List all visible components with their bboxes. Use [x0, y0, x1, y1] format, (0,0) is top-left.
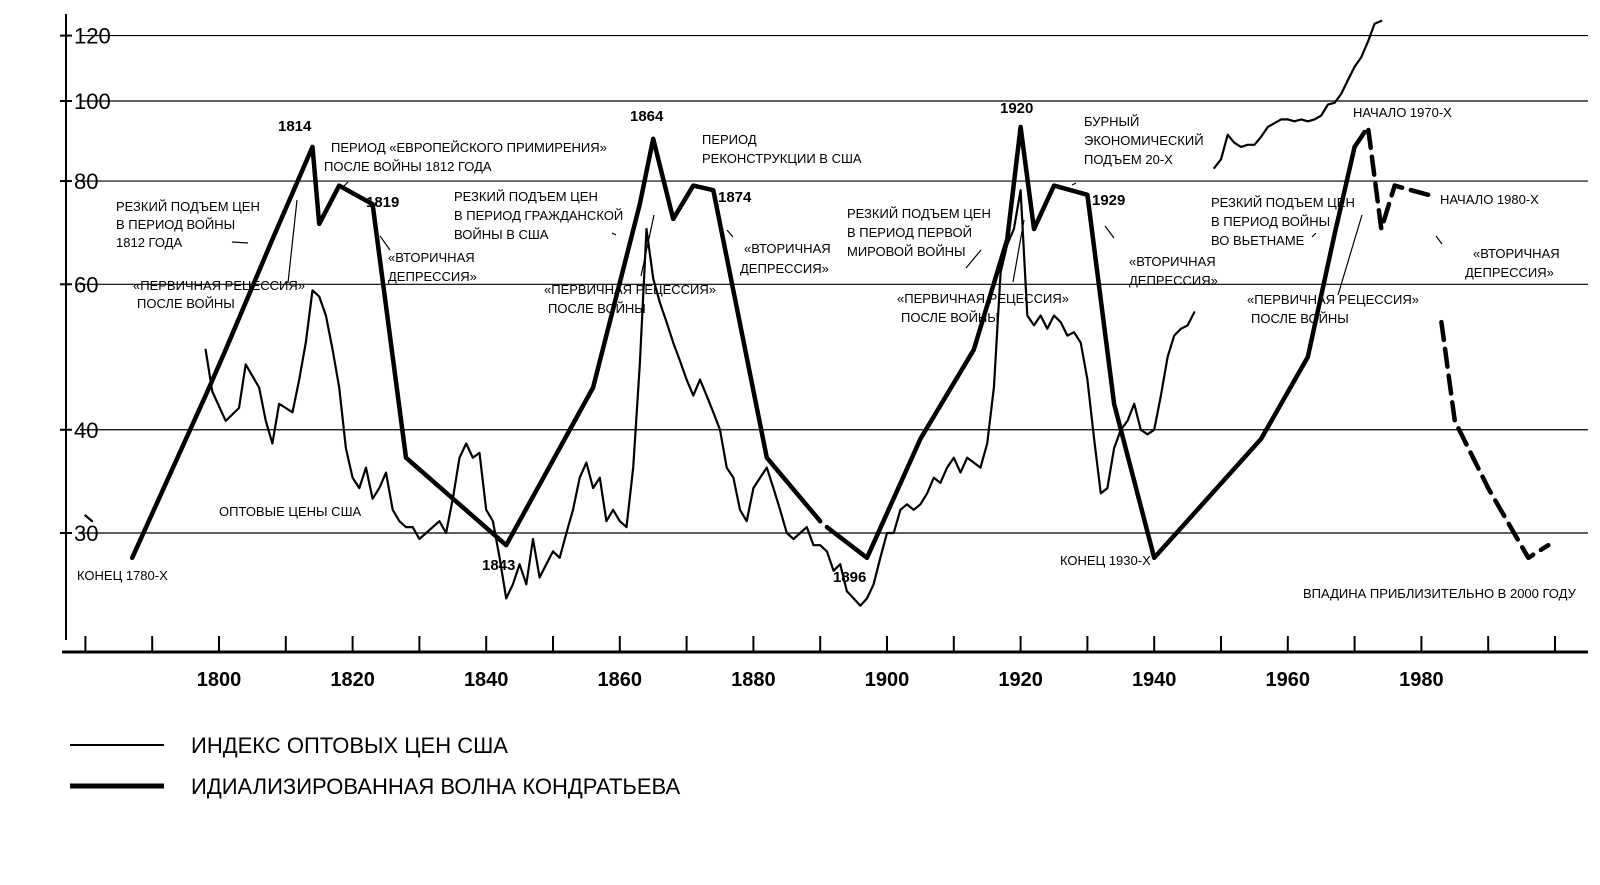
x-tick-label-1920: 1920 — [998, 669, 1043, 691]
annotation-ww1-line2: В ПЕРИОД ПЕРВОЙ — [847, 225, 972, 240]
y-tick-label-100: 100 — [74, 89, 111, 114]
wholesale-price-index-series — [84, 19, 1383, 607]
x-axis: 1800 1820 1840 1860 1880 1900 1920 1940 1960 1980 — [62, 636, 1588, 691]
annotation-arrow-2 — [287, 199, 298, 284]
label-1843: 1843 — [482, 557, 515, 574]
label-1874: 1874 — [718, 189, 752, 206]
annotation-secondary-4-line1: «ВТОРИЧНАЯ — [1473, 246, 1560, 261]
annotation-arrow-6 — [640, 214, 655, 277]
annotation-ww1-line1: РЕЗКИЙ ПОДЪЕМ ЦЕН — [847, 206, 991, 221]
x-tick-label-1940: 1940 — [1132, 669, 1177, 691]
label-1864: 1864 — [630, 108, 664, 125]
annotation-ww1-line3: МИРОВОЙ ВОЙНЫ — [847, 244, 966, 259]
kondratiev-wave-segment-4 — [1439, 319, 1551, 561]
y-tick-label-30: 30 — [74, 521, 98, 546]
annotation-secondary-1-line1: «ВТОРИЧНАЯ — [388, 250, 475, 265]
annotation-vietnam-line1: РЕЗКИЙ ПОДЪЕМ ЦЕН — [1211, 195, 1355, 210]
label-1814: 1814 — [278, 118, 312, 135]
annotation-recession-4-line1: «ПЕРВИЧНАЯ РЕЦЕССИЯ» — [1247, 292, 1419, 307]
annotation-boom-20s-line2: ЭКОНОМИЧЕСКИЙ — [1084, 133, 1204, 148]
annotation-recession-3-line1: «ПЕРВИЧНАЯ РЕЦЕССИЯ» — [897, 291, 1069, 306]
kondratiev-wave-segment-2 — [824, 124, 1357, 561]
y-tick-label-80: 80 — [74, 169, 98, 194]
annotation-secondary-4-line2: ДЕПРЕССИЯ» — [1465, 265, 1554, 280]
annotation-start-1980s: НАЧАЛО 1980-Х — [1440, 192, 1539, 207]
kondratiev-wave-segment-3 — [1352, 124, 1431, 232]
legend-label-wholesale-index: ИНДЕКС ОПТОВЫХ ЦЕН США — [191, 733, 508, 758]
annotation-secondary-2-line1: «ВТОРИЧНАЯ — [744, 241, 831, 256]
annotation-arrow-11 — [1104, 225, 1115, 239]
annotation-recession-4-line2: ПОСЛЕ ВОЙНЫ — [1251, 311, 1349, 326]
x-tick-label-1900: 1900 — [865, 669, 910, 691]
annotation-war-1812-line1: РЕЗКИЙ ПОДЪЕМ ЦЕН — [116, 199, 260, 214]
annotation-civil-war-line3: ВОЙНЫ В США — [454, 227, 549, 242]
legend: ИНДЕКС ОПТОВЫХ ЦЕН США ИДИАЛИЗИРОВАННАЯ … — [70, 733, 680, 799]
label-1819: 1819 — [366, 194, 399, 211]
annotation-arrows — [231, 181, 1443, 296]
annotation-secondary-3-line1: «ВТОРИЧНАЯ — [1129, 254, 1216, 269]
annotation-reconstruction-line2: РЕКОНСТРУКЦИИ В США — [702, 151, 862, 166]
annotation-recession-2-line1: «ПЕРВИЧНАЯ РЕЦЕССИЯ» — [544, 282, 716, 297]
annotation-recession-1-line2: ПОСЛЕ ВОЙНЫ — [137, 296, 235, 311]
x-tick-label-1960: 1960 — [1266, 669, 1311, 691]
annotation-arrow-13 — [1337, 214, 1363, 296]
annotation-start-1970s: НАЧАЛО 1970-Х — [1353, 105, 1452, 120]
y-tick-label-120: 120 — [74, 24, 111, 49]
x-tick-label-1800: 1800 — [197, 669, 242, 691]
annotation-arrow-3 — [343, 181, 349, 187]
annotation-boom-20s-line3: ПОДЪЕМ 20-Х — [1084, 152, 1173, 167]
annotation-recession-2-line2: ПОСЛЕ ВОЙНЫ — [548, 301, 646, 316]
annotation-european-line1: ПЕРИОД «ЕВРОПЕЙСКОГО ПРИМИРЕНИЯ» — [331, 140, 607, 155]
annotation-end-1930s: КОНЕЦ 1930-Х — [1060, 553, 1151, 568]
x-tick-label-1820: 1820 — [330, 669, 375, 691]
x-tick-label-1860: 1860 — [598, 669, 643, 691]
annotation-arrow-5 — [611, 232, 617, 236]
annotation-arrow-10 — [1071, 182, 1077, 186]
annotation-end-1780s: КОНЕЦ 1780-Х — [77, 568, 168, 583]
annotation-vietnam-line3: ВО ВЬЕТНАМЕ — [1211, 233, 1305, 248]
label-1896: 1896 — [833, 569, 866, 586]
legend-label-kondratiev-wave: ИДИАЛИЗИРОВАННАЯ ВОЛНА КОНДРАТЬЕВА — [191, 774, 680, 799]
y-axis: 120 100 80 60 40 30 — [60, 14, 111, 640]
annotations: 1814 1819 1843 1864 1874 1896 1920 1929 … — [77, 100, 1577, 601]
x-tick-label-1880: 1880 — [731, 669, 776, 691]
annotation-secondary-1-line2: ДЕПРЕССИЯ» — [388, 269, 477, 284]
annotation-european-line2: ПОСЛЕ ВОЙНЫ 1812 ГОДА — [324, 159, 492, 174]
annotation-arrow-7 — [726, 229, 734, 238]
annotation-civil-war-line2: В ПЕРИОД ГРАЖДАНСКОЙ — [454, 208, 623, 223]
label-1920: 1920 — [1000, 100, 1033, 117]
y-tick-label-60: 60 — [74, 272, 98, 297]
annotation-secondary-3-line2: ДЕПРЕССИЯ» — [1129, 273, 1218, 288]
annotation-arrow-9 — [1012, 219, 1025, 283]
kondratiev-wave-series — [129, 124, 1551, 561]
x-tick-label-1980: 1980 — [1399, 669, 1444, 691]
y-tick-label-40: 40 — [74, 418, 98, 443]
kondratiev-wave-segment-1 — [129, 136, 823, 561]
label-1929: 1929 — [1092, 192, 1125, 209]
annotation-wholesale-prices: ОПТОВЫЕ ЦЕНЫ США — [219, 504, 361, 519]
annotation-arrow-12 — [1311, 232, 1317, 238]
annotation-recession-3-line2: ПОСЛЕ ВОЙНЫ — [901, 310, 999, 325]
annotation-civil-war-line1: РЕЗКИЙ ПОДЪЕМ ЦЕН — [454, 189, 598, 204]
x-tick-label-1840: 1840 — [464, 669, 509, 691]
annotation-vietnam-line2: В ПЕРИОД ВОЙНЫ — [1211, 214, 1330, 229]
annotation-war-1812-line2: В ПЕРИОД ВОЙНЫ — [116, 217, 235, 232]
annotation-war-1812-line3: 1812 ГОДА — [116, 235, 182, 250]
annotation-arrow-14 — [1435, 235, 1443, 245]
annotation-trough-2000: ВПАДИНА ПРИБЛИЗИТЕЛЬНО В 2000 ГОДУ — [1303, 586, 1577, 601]
annotation-boom-20s-line1: БУРНЫЙ — [1084, 114, 1139, 129]
annotation-arrow-1 — [231, 241, 249, 244]
annotation-arrow-8 — [965, 249, 982, 269]
wholesale-index-segment-1 — [84, 514, 94, 523]
annotation-reconstruction-line1: ПЕРИОД — [702, 132, 757, 147]
annotation-arrow-4 — [379, 235, 391, 251]
wholesale-index-segment-2 — [204, 189, 1196, 607]
wholesale-index-segment-3 — [1213, 19, 1383, 169]
annotation-recession-1-line1: «ПЕРВИЧНАЯ РЕЦЕССИЯ» — [133, 278, 305, 293]
annotation-secondary-2-line2: ДЕПРЕССИЯ» — [740, 261, 829, 276]
